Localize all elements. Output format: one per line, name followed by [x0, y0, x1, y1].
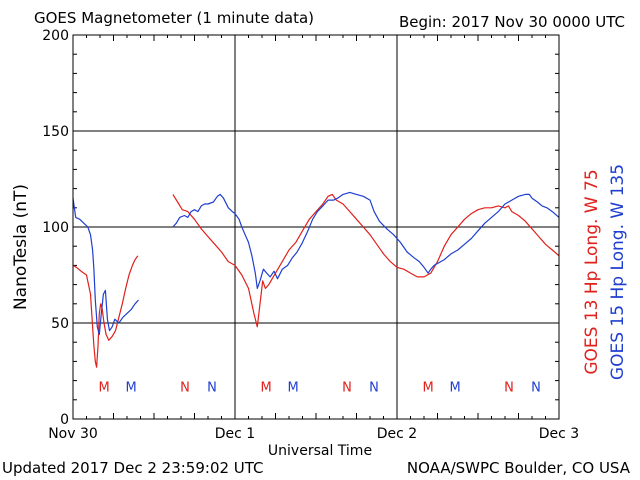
- midnight-marker: M: [260, 380, 271, 395]
- y-tick-label: 100: [42, 220, 69, 236]
- x-tick-label: Dec 3: [539, 426, 579, 442]
- midnight-marker: M: [449, 380, 460, 395]
- begin-date-label: Begin: 2017 Nov 30 0000 UTC: [398, 13, 625, 31]
- noon-marker: N: [531, 380, 541, 395]
- series-line-goes13: [172, 193, 560, 328]
- x-tick-label: Nov 30: [48, 426, 98, 442]
- midnight-marker: M: [287, 380, 298, 395]
- chart-title: GOES Magnetometer (1 minute data): [34, 9, 315, 27]
- y-tick-label: 50: [51, 316, 69, 332]
- y-tick-label: 200: [42, 28, 69, 44]
- series-line-goes13: [72, 255, 139, 368]
- y-axis-label: NanoTesla (nT): [11, 184, 31, 310]
- y-tick-label: 150: [42, 124, 69, 140]
- series-line-goes15: [72, 198, 139, 336]
- midnight-marker: M: [422, 380, 433, 395]
- updated-timestamp: Updated 2017 Dec 2 23:59:02 UTC: [2, 459, 264, 477]
- y-tick-label: 0: [60, 412, 69, 428]
- noon-marker: N: [504, 380, 514, 395]
- plot-frame: [72, 34, 560, 420]
- noon-marker: N: [342, 380, 352, 395]
- noon-marker: N: [369, 380, 379, 395]
- legend-goes15: GOES 15 Hp Long. W 135: [608, 164, 628, 380]
- x-tick-label: Dec 2: [377, 426, 417, 442]
- midnight-marker: M: [98, 380, 109, 395]
- midnight-marker: M: [125, 380, 136, 395]
- noon-marker: N: [207, 380, 217, 395]
- source-credit: NOAA/SWPC Boulder, CO USA: [406, 459, 630, 477]
- series-line-goes15: [172, 191, 560, 289]
- legend-goes13: GOES 13 Hp Long. W 75: [582, 169, 602, 374]
- x-tick-label: Dec 1: [215, 426, 255, 442]
- x-axis-label: Universal Time: [268, 443, 372, 459]
- noon-marker: N: [180, 380, 190, 395]
